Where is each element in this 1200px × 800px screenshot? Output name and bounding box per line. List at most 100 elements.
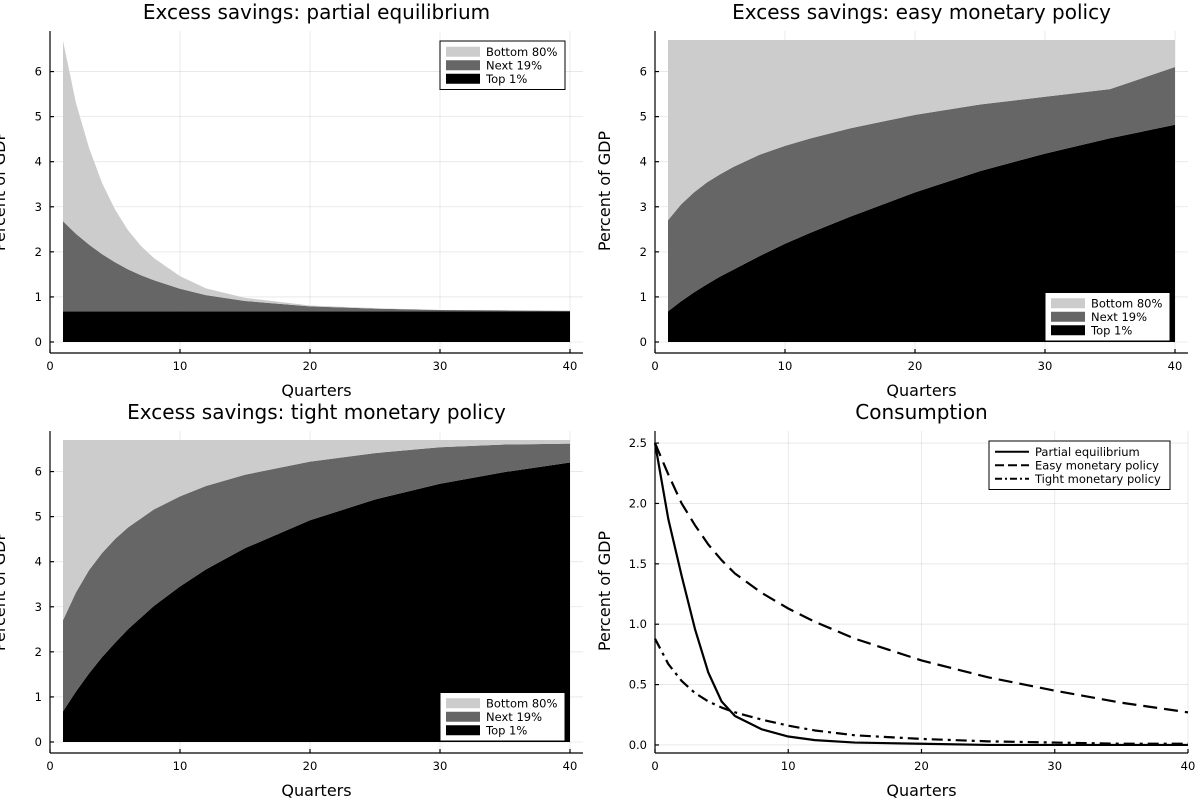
legend-swatch [446, 698, 480, 709]
y-tick-label: 4 [640, 155, 647, 169]
y-tick-label: 2 [35, 645, 42, 659]
y-tick-label: 2.0 [629, 496, 647, 510]
x-tick-label: 10 [778, 359, 793, 373]
y-tick-label: 3 [640, 200, 647, 214]
x-tick-label: 30 [433, 359, 448, 373]
legend-label: Next 19% [486, 58, 542, 72]
chart-title: Consumption [855, 400, 987, 424]
legend-swatch [446, 73, 480, 84]
area-series-top-1- [63, 311, 570, 342]
y-tick-label: 1 [35, 290, 42, 304]
y-tick-label: 5 [35, 510, 42, 524]
area-series-top-1- [668, 124, 1175, 342]
legend-label: Next 19% [486, 710, 542, 724]
legend-swatch [446, 46, 480, 57]
line-series-easy-monetary-policy [653, 442, 1189, 714]
y-tick-label: 6 [35, 65, 42, 79]
chart-panel-1: 0 10 20 30 40 0 1 2 3 4 5 6 Excess savings: partial … [0, 0, 583, 400]
x-tick-label: 10 [781, 759, 796, 773]
legend-box [988, 440, 1171, 490]
y-tick-label: 5 [35, 110, 42, 124]
legend-label: Bottom 80% [486, 45, 557, 59]
x-tick-label: 40 [563, 359, 578, 373]
line-series-partial-equilibrium [653, 442, 1188, 747]
chart-panel-2: 0 10 20 30 40 0 1 2 3 4 5 6 Excess savings: easy mon… [595, 0, 1188, 400]
chart-panel-3: 0 10 20 30 40 0 1 2 3 4 5 6 Excess savings: tight mo… [0, 400, 583, 800]
legend: Bottom 80%Next 19%Top 1% [439, 40, 566, 90]
x-axis-label: Quarters [886, 381, 956, 400]
chart-panel-4: 0 10 20 30 40 0.0 0.5 1.0 1.5 2.0 2.5 Consumption Qu… [595, 400, 1195, 800]
y-tick-label: 0.5 [629, 678, 647, 692]
y-tick-label: 0.0 [629, 738, 647, 752]
legend-swatch [1051, 311, 1085, 322]
x-axis-label: Quarters [281, 381, 351, 400]
x-tick-label: 30 [1047, 759, 1062, 773]
x-axis-label: Quarters [886, 781, 956, 800]
x-tick-label: 10 [173, 759, 188, 773]
y-tick-label: 3 [35, 600, 42, 614]
legend-label: Top 1% [485, 72, 527, 86]
y-axis-label: Percent of GDP [595, 131, 614, 252]
area-series-bottom-80- [668, 40, 1175, 221]
line-series-tight-monetary-policy [654, 638, 1188, 745]
legend-swatch [446, 711, 480, 722]
x-tick-label: 30 [1038, 359, 1053, 373]
x-tick-label: 0 [651, 759, 658, 773]
legend-swatch [1051, 325, 1085, 336]
legend-label: Bottom 80% [486, 696, 557, 710]
area-series-next-19- [63, 443, 570, 712]
legend-swatch [1051, 298, 1085, 309]
y-tick-label: 6 [35, 465, 42, 479]
area-series-next-19- [668, 67, 1175, 312]
y-axis-label: Percent of GDP [0, 131, 9, 252]
x-tick-label: 0 [46, 759, 53, 773]
x-tick-label: 10 [173, 359, 188, 373]
x-tick-label: 0 [46, 359, 53, 373]
chart-title: Excess savings: easy monetary policy [732, 0, 1111, 24]
chart-title: Excess savings: partial equilibrium [143, 0, 490, 24]
x-tick-label: 40 [563, 759, 578, 773]
x-tick-label: 40 [1168, 359, 1183, 373]
x-axis-label: Quarters [281, 781, 351, 800]
legend-label: Tight monetary policy [1034, 472, 1161, 486]
x-tick-label: 20 [303, 359, 318, 373]
legend-label: Easy monetary policy [1035, 458, 1159, 472]
legend: Bottom 80%Next 19%Top 1% [1044, 292, 1171, 342]
area-series-top-1- [63, 462, 570, 742]
y-tick-label: 6 [640, 65, 647, 79]
y-tick-label: 1.5 [629, 557, 647, 571]
y-tick-label: 4 [35, 155, 42, 169]
x-tick-label: 0 [651, 359, 658, 373]
x-tick-label: 30 [433, 759, 448, 773]
x-tick-label: 20 [908, 359, 923, 373]
legend-swatch [446, 60, 480, 71]
legend-label: Top 1% [485, 723, 527, 737]
legend-label: Bottom 80% [1091, 296, 1162, 310]
y-tick-label: 2 [35, 245, 42, 259]
y-axis-label: Percent of GDP [595, 531, 614, 652]
y-tick-label: 0 [35, 735, 42, 749]
area-series-next-19- [63, 221, 570, 312]
y-tick-label: 2 [640, 245, 647, 259]
legend-label: Partial equilibrium [1035, 445, 1140, 459]
x-tick-label: 20 [914, 759, 929, 773]
y-tick-label: 5 [640, 110, 647, 124]
legend-swatch [446, 725, 480, 736]
y-tick-label: 3 [35, 200, 42, 214]
legend-label: Top 1% [1090, 323, 1132, 337]
y-tick-label: 0 [640, 335, 647, 349]
chart-title: Excess savings: tight monetary policy [127, 400, 506, 424]
y-tick-label: 0 [35, 335, 42, 349]
legend-label: Next 19% [1091, 310, 1147, 324]
y-tick-label: 1 [640, 290, 647, 304]
y-tick-label: 4 [35, 555, 42, 569]
y-tick-label: 1 [35, 690, 42, 704]
y-tick-label: 2.5 [629, 436, 647, 450]
x-tick-label: 20 [303, 759, 318, 773]
x-tick-label: 40 [1181, 759, 1196, 773]
y-axis-label: Percent of GDP [0, 531, 9, 652]
area-series-bottom-80- [63, 440, 570, 621]
y-tick-label: 1.0 [629, 617, 647, 631]
